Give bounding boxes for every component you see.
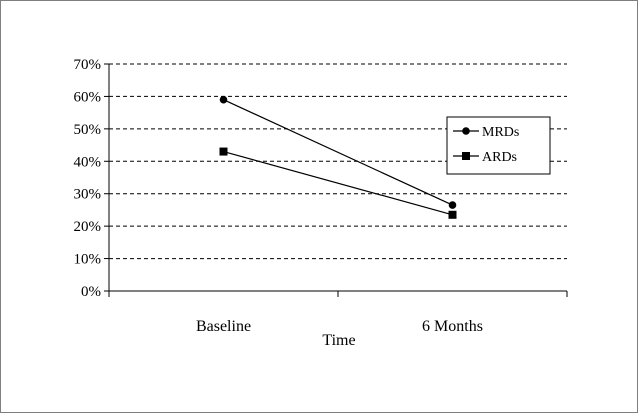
y-tick-label: 60% <box>74 89 102 105</box>
legend-marker <box>462 152 470 160</box>
data-point <box>219 147 228 156</box>
series-ards <box>219 147 457 219</box>
legend-item: ARDs <box>453 150 517 165</box>
legend-item: MRDs <box>453 125 519 140</box>
legend-label: MRDs <box>482 125 519 140</box>
data-point <box>219 95 228 104</box>
y-tick-label: 70% <box>74 57 102 73</box>
data-point <box>448 210 457 219</box>
series-line <box>223 99 453 206</box>
x-tick-labels: Baseline 6 Months <box>196 318 483 335</box>
data-point <box>448 201 457 209</box>
y-tick-label: 20% <box>74 219 102 235</box>
series-group <box>219 95 457 219</box>
legend-marker <box>462 127 470 135</box>
y-tick-label: 0% <box>81 284 101 300</box>
legend-label: ARDs <box>482 150 517 165</box>
y-tick-labels: 0% 10% 20% 30% 40% 50% 60% 70% <box>74 57 102 300</box>
x-tick-label: 6 Months <box>422 318 483 335</box>
x-axis-title: Time <box>322 332 355 349</box>
axes <box>104 63 568 297</box>
legend-box <box>446 116 551 175</box>
y-tick-label: 40% <box>74 154 102 170</box>
y-tick-label: 10% <box>74 252 102 268</box>
series-line <box>223 150 453 216</box>
series-mrds <box>219 95 457 209</box>
y-tick-label: 50% <box>74 122 102 138</box>
y-tick-label: 30% <box>74 187 102 203</box>
legend: MRDs ARDs <box>446 116 551 175</box>
x-tick-label: Baseline <box>196 318 251 335</box>
